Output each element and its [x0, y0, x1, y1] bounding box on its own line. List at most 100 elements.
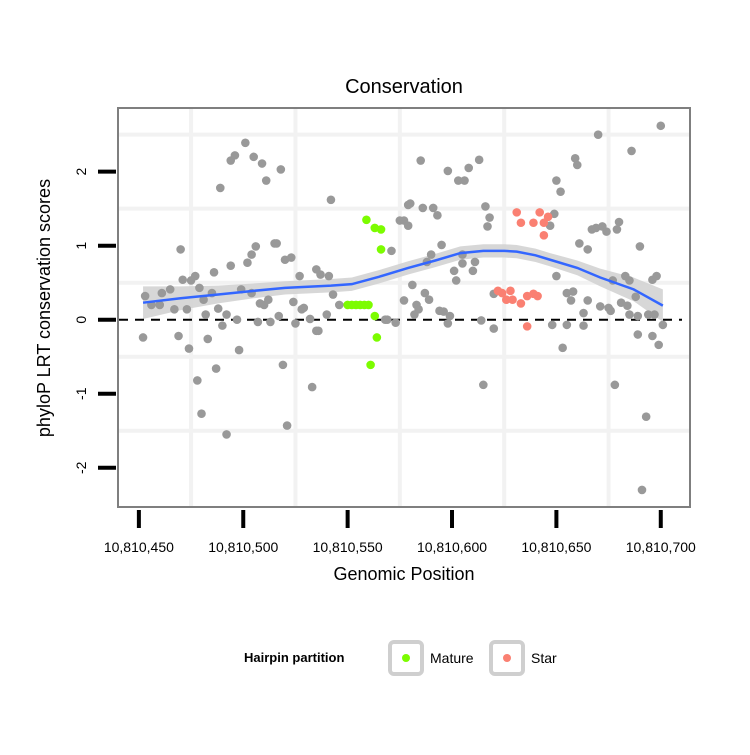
data-point-other	[439, 307, 448, 316]
data-point-other	[595, 302, 605, 311]
data-point-star	[516, 218, 526, 228]
data-point-other	[547, 320, 557, 330]
data-point-other	[399, 296, 409, 305]
data-point-star	[533, 291, 542, 301]
data-point-other	[314, 326, 323, 336]
legend-item-mature: Mature	[388, 640, 474, 676]
data-point-other	[274, 311, 284, 321]
data-point-other	[483, 222, 492, 231]
x-tick-label: 10,810,450	[104, 539, 174, 555]
data-point-other	[474, 155, 484, 165]
data-point-other	[291, 319, 300, 328]
x-tick-label: 10,810,600	[417, 539, 487, 555]
x-axis: 10,810,450 10,810,500 10,810,550 10,810,600…	[104, 510, 696, 555]
data-point-other	[184, 344, 194, 353]
data-point-other	[612, 225, 622, 234]
data-point-other	[249, 152, 258, 162]
data-point-other	[656, 121, 666, 131]
data-point-other	[157, 288, 167, 298]
data-points	[138, 121, 668, 495]
data-point-other	[222, 430, 231, 439]
y-axis: 2 1 0 -1 -2	[73, 168, 116, 474]
legend-dot-mature	[402, 654, 410, 662]
data-point-other	[572, 160, 582, 170]
y-axis-label: phyloP LRT conservation scores	[34, 179, 54, 437]
data-point-other	[203, 334, 213, 344]
data-point-other	[416, 156, 426, 165]
data-point-mature	[364, 300, 373, 310]
data-point-other	[468, 266, 478, 276]
data-point-other	[272, 239, 281, 248]
data-point-other	[176, 245, 185, 254]
data-point-other	[322, 310, 332, 319]
data-point-other	[199, 295, 208, 305]
data-point-other	[197, 409, 206, 419]
data-point-other	[316, 270, 325, 279]
data-point-other	[420, 288, 430, 298]
data-point-other	[654, 340, 663, 350]
data-point-other	[326, 195, 336, 205]
data-point-other	[253, 317, 263, 327]
data-point-other	[566, 296, 576, 305]
data-point-other	[449, 266, 459, 276]
data-point-other	[264, 295, 273, 305]
data-point-other	[552, 176, 561, 185]
legend-item-star: Star	[489, 640, 557, 676]
data-point-other	[453, 176, 463, 185]
data-point-mature	[370, 311, 380, 321]
data-point-other	[606, 306, 615, 316]
data-point-other	[476, 316, 486, 325]
data-point-star	[516, 299, 526, 308]
data-point-other	[485, 213, 494, 222]
data-point-other	[658, 320, 668, 330]
data-point-star	[535, 208, 544, 217]
data-point-mature	[366, 360, 375, 370]
data-point-other	[625, 310, 634, 319]
x-tick-label: 10,810,700	[626, 539, 696, 555]
data-point-other	[637, 485, 647, 495]
x-tick-label: 10,810,500	[208, 539, 278, 555]
x-tick-label: 10,810,550	[313, 539, 383, 555]
data-point-other	[307, 382, 317, 392]
data-point-other	[489, 324, 499, 333]
y-tick-label: 0	[73, 316, 89, 324]
data-point-mature	[376, 225, 386, 234]
data-point-other	[593, 130, 603, 139]
data-point-other	[257, 159, 267, 168]
data-point-other	[328, 290, 338, 299]
data-point-mature	[376, 245, 386, 254]
data-point-star	[512, 208, 522, 217]
data-point-other	[556, 187, 565, 196]
data-point-other	[575, 239, 584, 248]
legend-label-star: Star	[531, 650, 557, 666]
data-point-other	[602, 227, 611, 236]
data-point-other	[408, 280, 417, 290]
data-point-other	[193, 376, 202, 385]
y-tick-label: 1	[73, 242, 89, 250]
data-point-other	[627, 146, 636, 156]
y-tick-label: 2	[73, 168, 89, 176]
data-point-other	[568, 287, 578, 296]
data-point-other	[222, 310, 231, 319]
data-point-other	[464, 163, 474, 173]
data-point-other	[215, 183, 225, 193]
data-point-other	[583, 296, 593, 305]
data-point-other	[295, 271, 304, 281]
data-point-other	[211, 364, 221, 373]
data-point-other	[405, 199, 415, 208]
data-point-star	[522, 322, 532, 331]
data-point-star	[508, 295, 517, 305]
data-point-star	[539, 218, 549, 228]
data-point-other	[278, 360, 288, 370]
x-axis-label: Genomic Position	[333, 564, 474, 584]
data-point-other	[643, 310, 653, 319]
data-point-other	[382, 315, 392, 325]
data-point-mature	[362, 215, 371, 225]
data-point-other	[251, 242, 261, 251]
data-point-other	[458, 259, 467, 268]
legend-dot-star	[503, 654, 511, 662]
data-point-other	[641, 412, 651, 421]
data-point-other	[230, 151, 240, 160]
y-tick-label: -2	[73, 461, 89, 474]
data-point-other	[195, 283, 204, 293]
